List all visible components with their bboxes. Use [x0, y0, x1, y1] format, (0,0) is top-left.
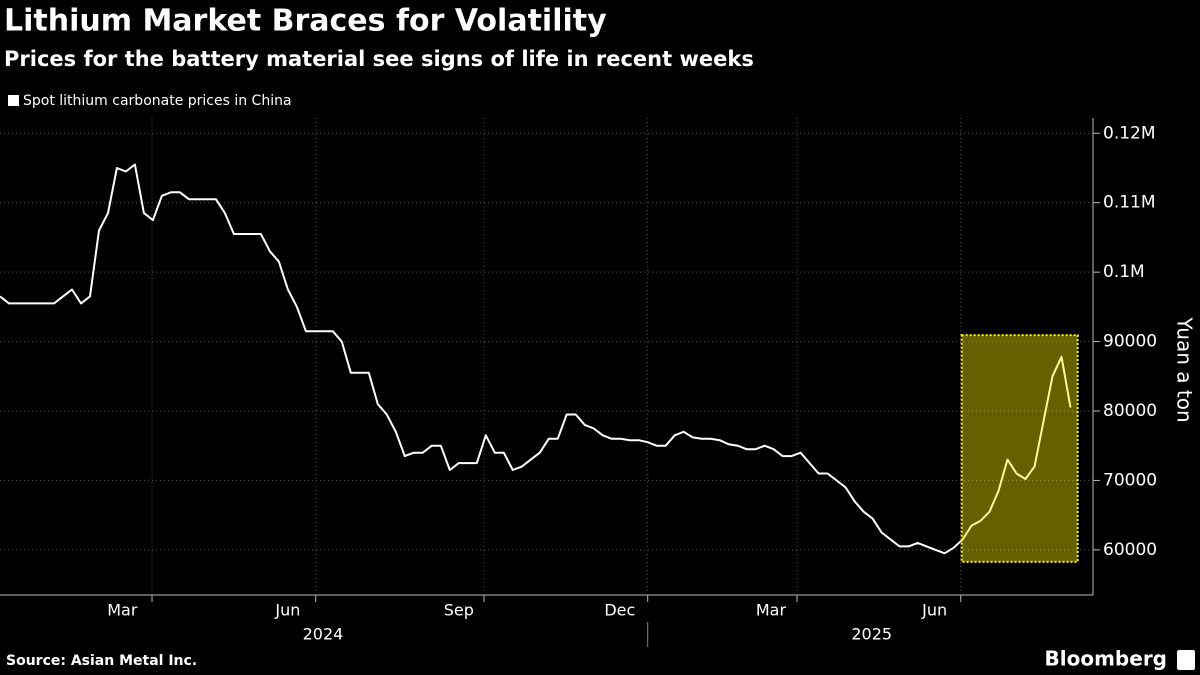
brand-icon	[1177, 650, 1195, 670]
x-tick-label: Jun	[921, 601, 947, 620]
line	[0, 163, 1072, 555]
x-tick-label: Mar	[756, 601, 787, 620]
chart-title: Lithium Market Braces for Volatility	[4, 4, 607, 39]
x-tick-label: Sep	[444, 601, 474, 620]
legend-label: Spot lithium carbonate prices in China	[23, 93, 292, 109]
source: Source: Asian Metal Inc.	[6, 653, 197, 669]
x-tick-label: Mar	[107, 601, 138, 620]
y-tick-label: 60000	[1103, 540, 1157, 560]
highlight-box	[960, 334, 1079, 563]
year-label: 2024	[303, 625, 344, 644]
x-tick-label: Jun	[274, 601, 300, 620]
chart-subtitle: Prices for the battery material see sign…	[4, 47, 754, 71]
year-label: 2025	[851, 625, 892, 644]
y-tick-label: 0.11M	[1103, 193, 1156, 213]
y-tick-label: 0.12M	[1103, 123, 1156, 143]
y-tick-label: 0.1M	[1103, 262, 1145, 282]
legend-swatch	[8, 95, 19, 106]
brand: Bloomberg	[1045, 647, 1167, 671]
y-tick-label: 70000	[1103, 470, 1157, 490]
y-axis-label: Yuan a ton	[1173, 316, 1197, 422]
x-tick-label: Dec	[604, 601, 635, 620]
y-tick-label: 80000	[1103, 401, 1157, 421]
y-tick-label: 90000	[1103, 332, 1157, 352]
